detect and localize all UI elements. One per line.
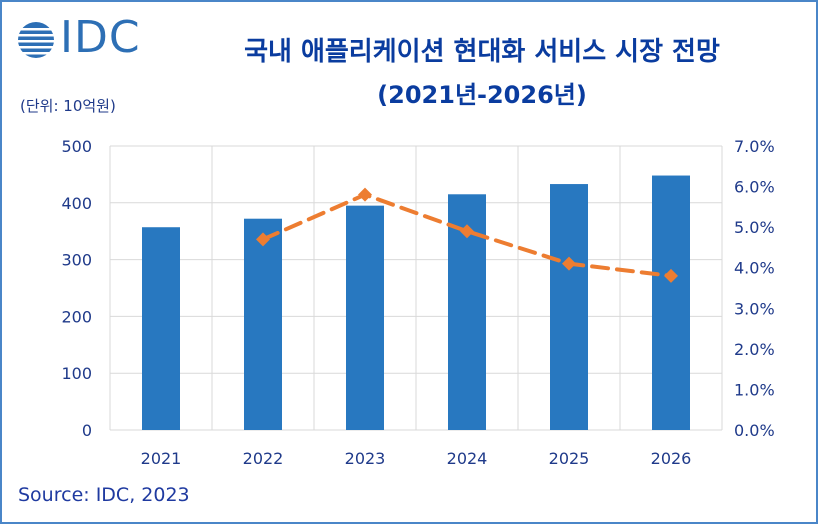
- chart-title: 국내 애플리케이션 현대화 서비스 시장 전망: [244, 37, 720, 67]
- y2-tick-label: 4.0%: [734, 259, 775, 278]
- idc-logo: IDC: [16, 14, 156, 64]
- bar: [142, 227, 180, 430]
- growth-line: [261, 192, 673, 278]
- source-note: Source: IDC, 2023: [18, 484, 190, 506]
- bar: [550, 184, 588, 430]
- y2-tick-label: 0.0%: [734, 421, 775, 440]
- growth-marker: [460, 224, 474, 239]
- y2-tick-label: 7.0%: [734, 137, 775, 156]
- bar: [244, 218, 282, 430]
- y-tick-label: 400: [61, 194, 92, 213]
- y2-tick-label: 6.0%: [734, 178, 775, 197]
- y2-tick-label: 3.0%: [734, 299, 775, 318]
- y-tick-label: 500: [61, 137, 92, 156]
- x-tick-label: 2024: [447, 449, 488, 468]
- unit-label: (단위: 10억원): [20, 97, 116, 115]
- logo-text: IDC: [60, 12, 141, 63]
- y-tick-label: 100: [61, 364, 92, 383]
- globe-icon: [18, 22, 54, 58]
- x-tick-label: 2023: [345, 449, 386, 468]
- growth-marker: [256, 232, 270, 247]
- y2-tick-label: 1.0%: [734, 380, 775, 399]
- x-tick-label: 2025: [549, 449, 590, 468]
- y-tick-label: 200: [61, 307, 92, 326]
- y2-tick-label: 2.0%: [734, 340, 775, 359]
- x-tick-label: 2021: [141, 449, 182, 468]
- y2-tick-label: 5.0%: [734, 218, 775, 237]
- growth-marker: [664, 268, 678, 283]
- y-tick-label: 0: [82, 421, 92, 440]
- x-tick-label: 2026: [651, 449, 692, 468]
- growth-marker: [562, 256, 576, 271]
- bar: [346, 205, 384, 430]
- growth-marker: [358, 187, 372, 202]
- bar: [652, 175, 690, 430]
- chart-subtitle: (2021년-2026년): [377, 81, 587, 109]
- x-tick-label: 2022: [243, 449, 284, 468]
- y-tick-label: 300: [61, 251, 92, 270]
